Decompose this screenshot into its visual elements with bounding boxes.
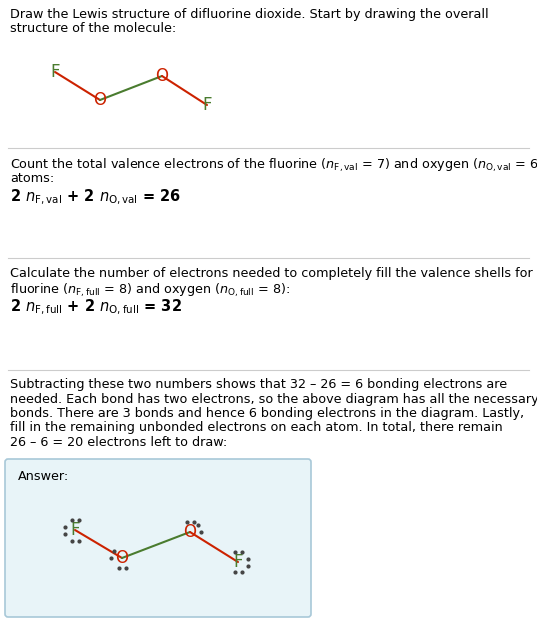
- Text: O: O: [93, 91, 106, 109]
- Text: O: O: [156, 67, 169, 85]
- Text: F: F: [202, 96, 212, 114]
- Text: O: O: [115, 549, 128, 567]
- Text: Calculate the number of electrons needed to completely fill the valence shells f: Calculate the number of electrons needed…: [10, 267, 533, 280]
- Text: F: F: [70, 521, 80, 539]
- Text: structure of the molecule:: structure of the molecule:: [10, 22, 176, 35]
- Text: Subtracting these two numbers shows that 32 – 26 = 6 bonding electrons are: Subtracting these two numbers shows that…: [10, 378, 507, 391]
- Text: fill in the remaining unbonded electrons on each atom. In total, there remain: fill in the remaining unbonded electrons…: [10, 422, 503, 435]
- Text: bonds. There are 3 bonds and hence 6 bonding electrons in the diagram. Lastly,: bonds. There are 3 bonds and hence 6 bon…: [10, 407, 524, 420]
- Text: 2 $n_{\mathrm{F,full}}$ + 2 $n_{\mathrm{O,full}}$ = 32: 2 $n_{\mathrm{F,full}}$ + 2 $n_{\mathrm{…: [10, 297, 182, 317]
- Text: 26 – 6 = 20 electrons left to draw:: 26 – 6 = 20 electrons left to draw:: [10, 436, 227, 449]
- Text: fluorine ($n_{\mathrm{F,full}}$ = 8) and oxygen ($n_{\mathrm{O,full}}$ = 8):: fluorine ($n_{\mathrm{F,full}}$ = 8) and…: [10, 282, 290, 299]
- Text: needed. Each bond has two electrons, so the above diagram has all the necessary: needed. Each bond has two electrons, so …: [10, 392, 537, 406]
- Text: 2 $n_{\mathrm{F,val}}$ + 2 $n_{\mathrm{O,val}}$ = 26: 2 $n_{\mathrm{F,val}}$ + 2 $n_{\mathrm{O…: [10, 187, 181, 207]
- Text: F: F: [233, 553, 243, 571]
- Text: O: O: [184, 523, 197, 541]
- Text: F: F: [50, 63, 60, 81]
- FancyBboxPatch shape: [5, 459, 311, 617]
- Text: Answer:: Answer:: [18, 470, 69, 483]
- Text: atoms:: atoms:: [10, 172, 54, 185]
- Text: Draw the Lewis structure of difluorine dioxide. Start by drawing the overall: Draw the Lewis structure of difluorine d…: [10, 8, 489, 21]
- Text: Count the total valence electrons of the fluorine ($n_{\mathrm{F,val}}$ = 7) and: Count the total valence electrons of the…: [10, 157, 537, 174]
